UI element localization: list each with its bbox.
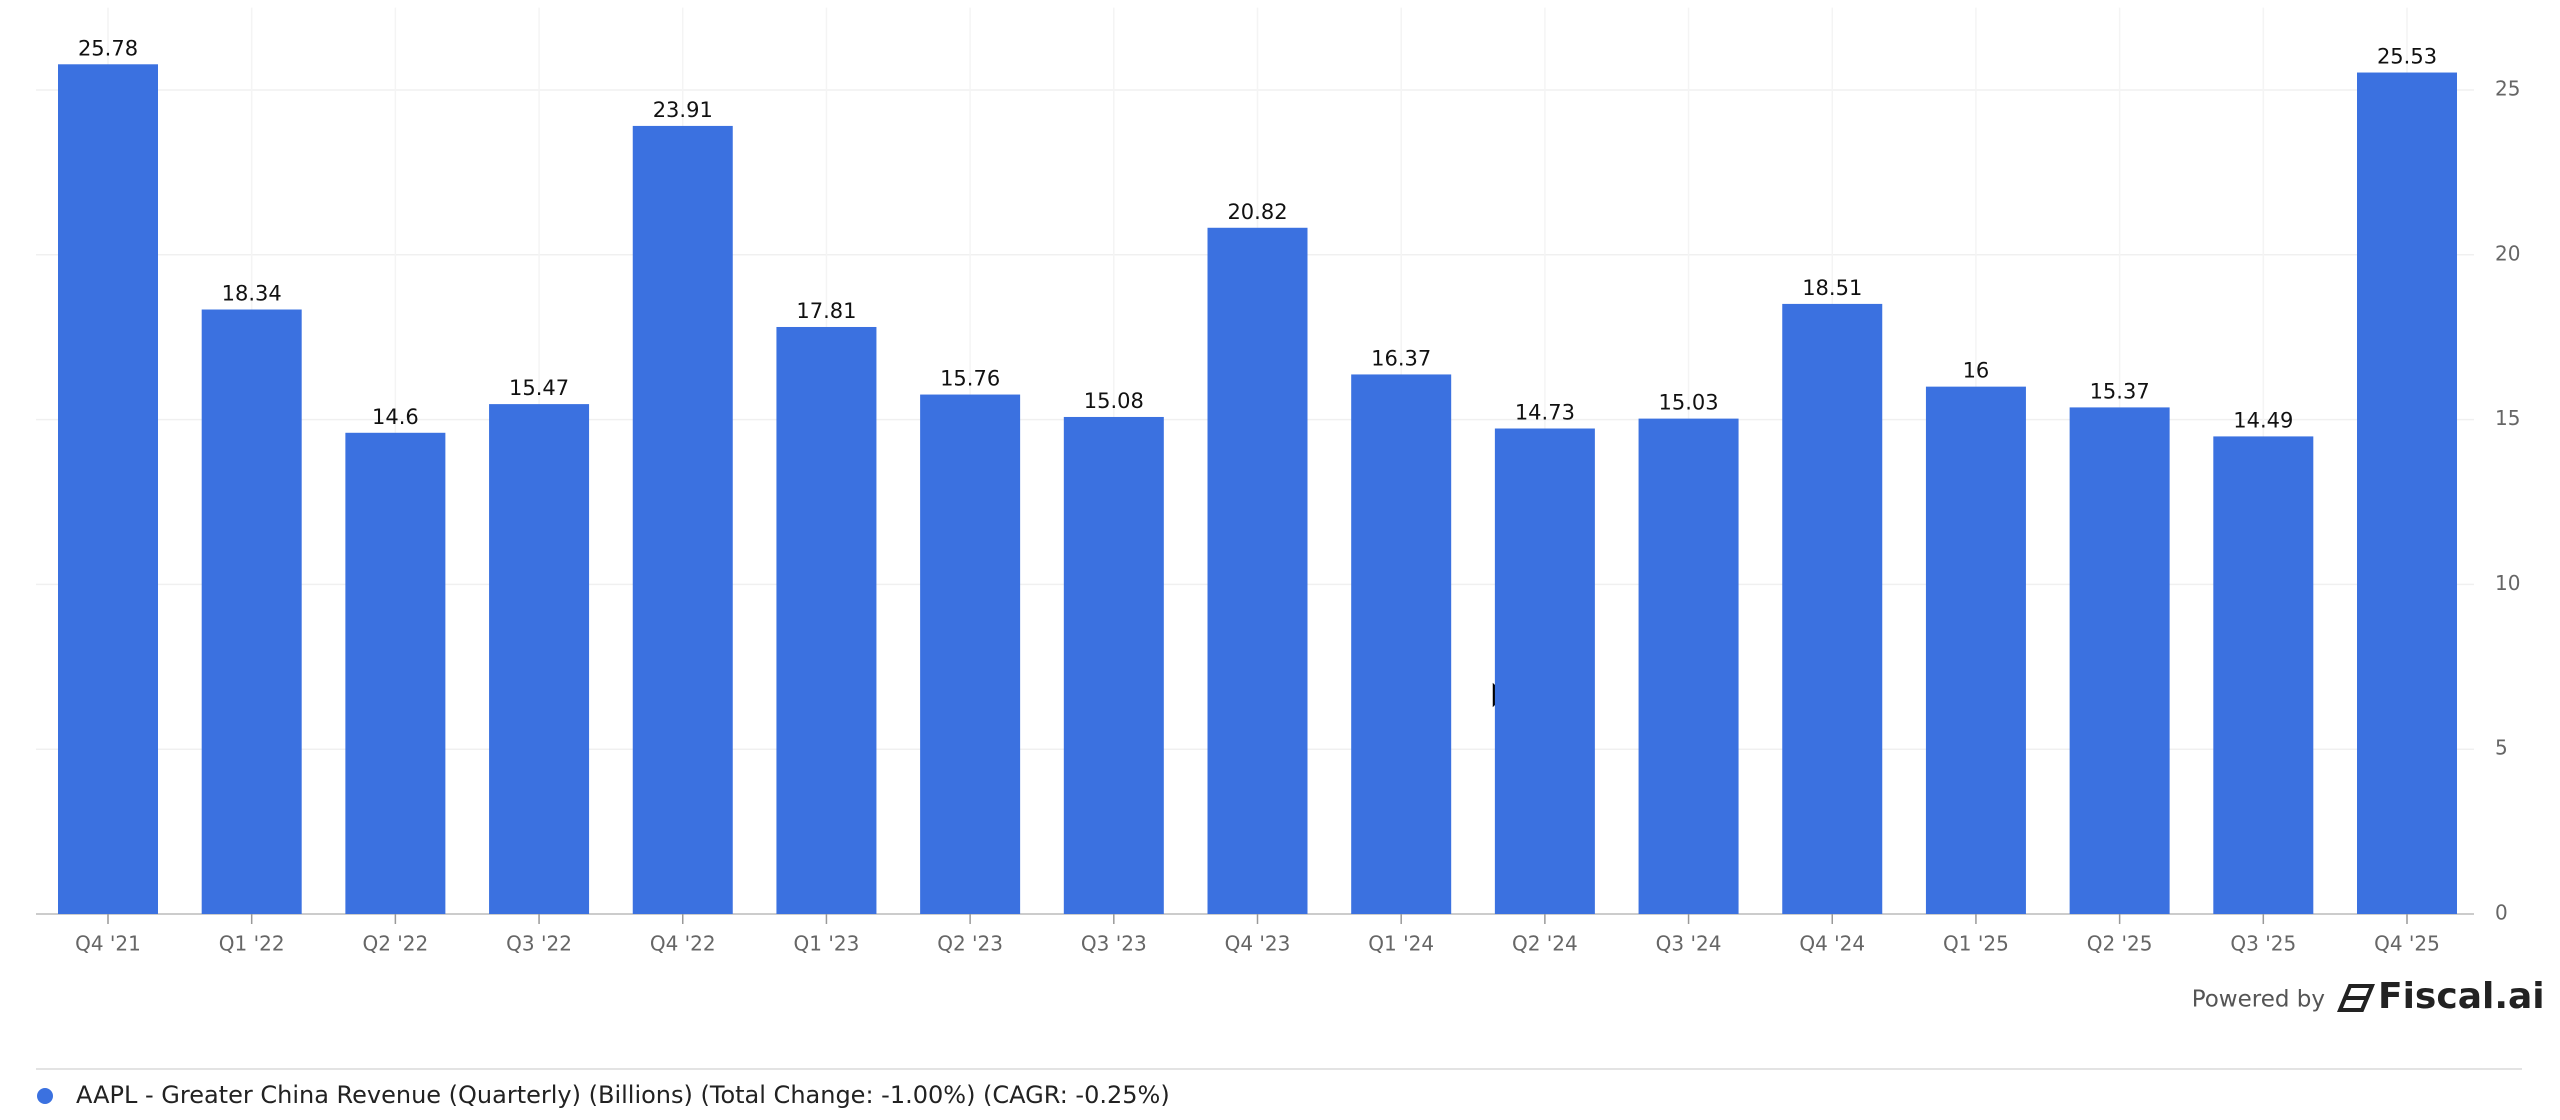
- value-label: 15.08: [1084, 389, 1144, 413]
- bar: [1063, 416, 1164, 914]
- x-tick-label: Q1 '22: [219, 932, 285, 956]
- brand-logo: [2337, 984, 2375, 1012]
- value-label: 18.34: [222, 282, 282, 306]
- x-tick-label: Q2 '24: [1512, 932, 1578, 956]
- y-tick-label: 0: [2495, 901, 2508, 925]
- legend: AAPL - Greater China Revenue (Quarterly)…: [37, 1081, 1170, 1109]
- bar: [1494, 428, 1595, 914]
- x-tick-label: Q4 '25: [2374, 932, 2440, 956]
- legend-marker: [37, 1088, 53, 1104]
- value-label: 15.76: [940, 367, 1000, 391]
- brand-name: Fiscal.ai: [2378, 976, 2545, 1017]
- x-tick-label: Q3 '24: [1656, 932, 1722, 956]
- y-tick-label: 25: [2495, 77, 2520, 101]
- plot: 0 5 10 15 20 25 25.78 18.34 14.6 15.47 23.91 17.81 1…: [36, 7, 2520, 956]
- value-label: 16.37: [1371, 346, 1431, 370]
- bar: [58, 64, 158, 914]
- x-tick-label: Q4 '24: [1799, 932, 1865, 956]
- bar: [2069, 407, 2170, 914]
- bar: [489, 404, 590, 914]
- value-label: 18.51: [1802, 276, 1862, 300]
- bar: [1782, 303, 1883, 914]
- y-tick-label: 10: [2495, 571, 2520, 595]
- value-label: 15.37: [2090, 379, 2150, 403]
- y-tick-label: 5: [2495, 736, 2508, 760]
- value-label: 20.82: [1227, 200, 1287, 224]
- x-tick-label: Q4 '21: [75, 932, 141, 956]
- x-tick-label: Q1 '25: [1943, 932, 2009, 956]
- bar: [201, 309, 302, 914]
- value-label: 15.03: [1659, 391, 1719, 415]
- legend-label: AAPL - Greater China Revenue (Quarterly)…: [76, 1081, 1170, 1109]
- y-tick-label: 20: [2495, 241, 2520, 265]
- x-tick-label: Q1 '23: [794, 932, 860, 956]
- value-label: 15.47: [509, 376, 569, 400]
- x-tick-label: Q4 '22: [650, 932, 716, 956]
- bar: [1351, 374, 1452, 914]
- x-tick-label: Q2 '23: [937, 932, 1003, 956]
- x-tick-label: Q3 '25: [2230, 932, 2296, 956]
- value-label: 14.73: [1515, 400, 1575, 424]
- bar: [1925, 386, 2026, 914]
- x-tick-label: Q2 '25: [2087, 932, 2153, 956]
- value-label: 14.6: [372, 405, 419, 429]
- value-label: 16: [1963, 359, 1990, 383]
- value-label: 14.49: [2233, 408, 2293, 432]
- x-tick-label: Q1 '24: [1368, 932, 1434, 956]
- bar: [776, 326, 877, 914]
- branding: Powered by Fiscal.ai: [2192, 976, 2545, 1017]
- logo-icon: [2337, 984, 2375, 1012]
- value-label: 23.91: [653, 98, 713, 122]
- bar: [632, 125, 733, 915]
- x-tick-label: Q2 '22: [362, 932, 428, 956]
- y-tick-label: 15: [2495, 406, 2520, 430]
- x-tick-label: Q3 '22: [506, 932, 572, 956]
- bar: [345, 432, 446, 914]
- value-label: 25.53: [2377, 45, 2437, 69]
- value-label: 25.78: [78, 36, 138, 60]
- value-label: 17.81: [796, 299, 856, 323]
- bar: [920, 394, 1021, 914]
- powered-by: Powered by: [2192, 987, 2325, 1013]
- x-tick-label: Q3 '23: [1081, 932, 1147, 956]
- bar: [2213, 436, 2314, 914]
- x-tick-label: Q4 '23: [1225, 932, 1291, 956]
- bar: [1207, 227, 1308, 914]
- bar: [2357, 72, 2457, 915]
- bar: [1638, 418, 1739, 914]
